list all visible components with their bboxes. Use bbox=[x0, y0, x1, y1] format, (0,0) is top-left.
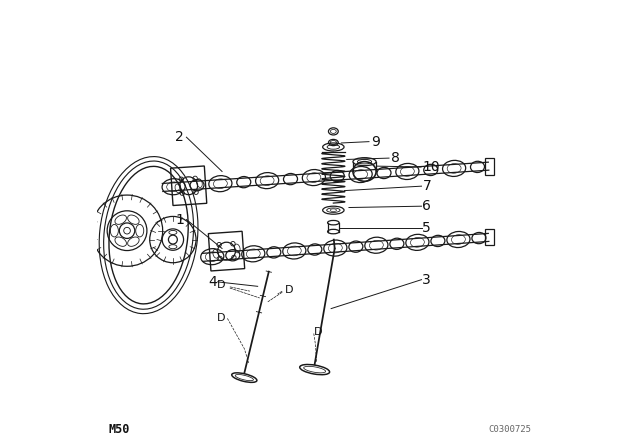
Text: M50: M50 bbox=[109, 423, 130, 436]
Text: 4: 4 bbox=[208, 275, 217, 289]
Text: 6: 6 bbox=[422, 199, 431, 213]
Text: 7: 7 bbox=[422, 179, 431, 193]
Text: D: D bbox=[314, 327, 323, 337]
Text: D: D bbox=[217, 314, 225, 323]
Text: 5: 5 bbox=[422, 221, 431, 236]
Text: 8: 8 bbox=[391, 151, 400, 165]
Text: 9: 9 bbox=[371, 135, 380, 149]
Text: 10: 10 bbox=[422, 160, 440, 174]
Text: 2: 2 bbox=[175, 130, 184, 144]
Text: 3: 3 bbox=[422, 273, 431, 287]
Text: D: D bbox=[285, 285, 294, 295]
Text: 1: 1 bbox=[175, 212, 184, 227]
Text: D: D bbox=[217, 280, 225, 290]
Text: C0300725: C0300725 bbox=[488, 425, 531, 434]
